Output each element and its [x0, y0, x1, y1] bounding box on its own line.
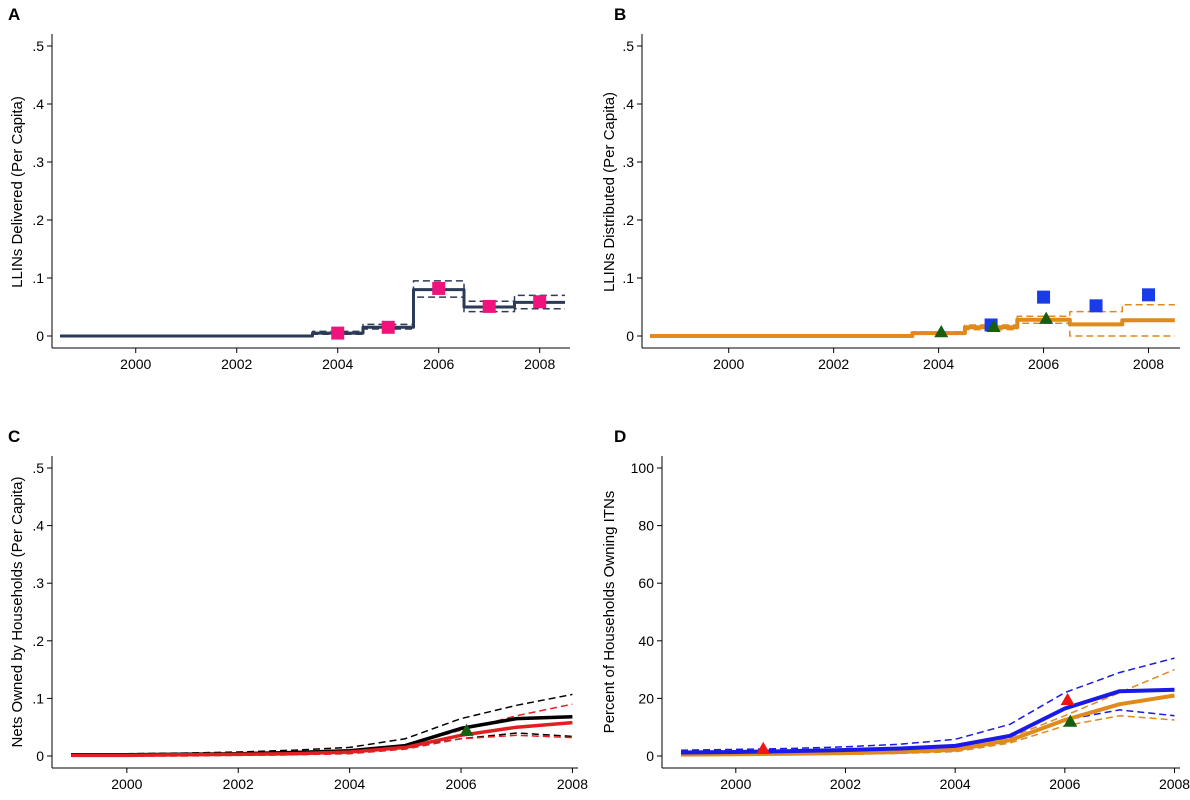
panel-d-x-tick-label: 2008: [1159, 776, 1190, 792]
panel-b-series-line-3: [650, 322, 1175, 337]
panel-c-x-tick-label: 2000: [111, 776, 142, 792]
panel-a-y-tick-label: .4: [32, 96, 44, 112]
panel-c-y-tick-label: .4: [32, 518, 44, 534]
panel-d-series-line-1: [680, 657, 1175, 751]
panel-c-series-line-5: [71, 715, 573, 757]
panel-c-triangle-marker: [459, 723, 474, 736]
panel-a-y-tick-label: 0: [36, 328, 44, 344]
panel-b-y-tick-label: .2: [622, 212, 634, 228]
panel-b-y-tick-label: 0: [626, 328, 634, 344]
panel-d: D Percent of Households Owning ITNs 0 20 4…: [601, 427, 1190, 792]
panel-c-y-tick-label: 0: [36, 748, 44, 764]
panel-d-y-tick-label: 40: [638, 633, 654, 649]
panel-c: C Nets Owned by Households (Per Capita) …: [8, 427, 588, 792]
panel-b-triangle-marker: [934, 324, 949, 338]
panel-a-ylabel: LLINs Delivered (Per Capita): [9, 96, 26, 288]
panel-a-y-tick-label: .2: [32, 212, 44, 228]
panel-b-y-tick-label: .1: [622, 270, 634, 286]
panel-c-ylabel: Nets Owned by Households (Per Capita): [9, 477, 26, 748]
panel-c-series-line-6: [71, 720, 573, 758]
panel-d-y-tick-label: 100: [631, 460, 655, 476]
panel-d-x-tick-label: 2002: [830, 776, 861, 792]
panel-a-letter: A: [8, 5, 20, 24]
panel-c-y-tick-label: .2: [32, 633, 44, 649]
panel-a-square-marker: [331, 326, 345, 340]
panel-c-y-tick-label: .1: [32, 690, 44, 706]
panel-d-y-tick-label: 80: [638, 518, 654, 534]
panel-c-y-tick-label: .5: [32, 460, 44, 476]
panel-a-y-tick-label: .3: [32, 154, 44, 170]
panel-b-plot: 0 .1 .2 .3 .4 .5 2000 2002 2004 2006 2008: [622, 34, 1180, 372]
panel-d-triangle-marker: [1060, 692, 1075, 706]
panel-d-y-tick-label: 60: [638, 575, 654, 591]
panel-b-x-tick-label: 2002: [818, 356, 849, 372]
panel-b-y-tick-label: .3: [622, 154, 634, 170]
panel-b-series-line-2: [650, 303, 1175, 337]
panel-b-square-marker: [1089, 299, 1103, 313]
panel-d-x-tick-label: 2000: [720, 776, 751, 792]
panel-a-square-marker: [432, 281, 446, 295]
panel-c-x-tick-label: 2004: [334, 776, 365, 792]
panel-c-letter: C: [8, 427, 20, 446]
panel-d-ylabel: Percent of Households Owning ITNs: [601, 491, 618, 734]
panel-b-square-marker: [1037, 290, 1051, 304]
panel-b: B LLINs Distributed (Per Capita) 0 .1 .2 .3…: [601, 5, 1180, 372]
panel-b-x-tick-label: 2008: [1133, 356, 1164, 372]
panel-d-y-tick-label: 0: [646, 748, 654, 764]
panel-b-letter: B: [614, 5, 626, 24]
panel-c-x-tick-label: 2006: [445, 776, 476, 792]
panel-a-y-tick-label: .5: [32, 38, 44, 54]
panel-a-x-tick-label: 2000: [120, 356, 151, 372]
panel-d-triangle-marker: [1063, 714, 1078, 727]
panel-d-series-line-6: [680, 687, 1175, 755]
panel-a-x-tick-label: 2008: [524, 356, 555, 372]
panel-a-square-marker: [381, 320, 395, 334]
panel-b-x-tick-label: 2000: [713, 356, 744, 372]
panel-a-square-marker: [533, 295, 547, 309]
panel-a-x-tick-label: 2006: [423, 356, 454, 372]
panel-a-y-tick-label: .1: [32, 270, 44, 286]
panel-b-triangle-marker: [986, 319, 1001, 332]
panel-a-x-tick-label: 2004: [322, 356, 353, 372]
panel-c-x-tick-label: 2002: [223, 776, 254, 792]
panel-c-plot: 0 .1 .2 .3 .4 .5 2000 2002 2004 2006 2008: [32, 456, 588, 792]
panel-a: A LLINs Delivered (Per Capita) 0 .1 .2 .3 .4…: [8, 5, 570, 372]
panel-a-x-tick-label: 2002: [221, 356, 252, 372]
panel-b-y-tick-label: .5: [622, 38, 634, 54]
panel-c-series-line-1: [71, 693, 573, 755]
panel-d-letter: D: [614, 427, 626, 446]
panel-d-y-tick-label: 20: [638, 690, 654, 706]
panel-b-ylabel: LLINs Distributed (Per Capita): [601, 92, 618, 292]
panel-b-triangle-marker: [1039, 311, 1054, 324]
panel-b-x-tick-label: 2004: [923, 356, 954, 372]
panel-d-x-tick-label: 2004: [940, 776, 971, 792]
panel-d-triangle-marker: [756, 741, 771, 755]
panel-a-series-line-3: [60, 296, 565, 337]
panel-b-y-tick-label: .4: [622, 96, 634, 112]
panel-b-x-tick-label: 2006: [1028, 356, 1059, 372]
panel-a-square-marker: [482, 299, 496, 313]
panel-a-plot: 0 .1 .2 .3 .4 .5 2000 2002 2004 2006 2008: [32, 34, 570, 372]
panel-c-y-tick-label: .3: [32, 575, 44, 591]
panel-c-x-tick-label: 2008: [557, 776, 588, 792]
panel-d-x-tick-label: 2006: [1049, 776, 1080, 792]
panel-d-plot: 0 20 40 60 80 100 2000 2002 2004 2006 2008: [631, 456, 1190, 792]
panel-b-square-marker: [1142, 288, 1156, 302]
